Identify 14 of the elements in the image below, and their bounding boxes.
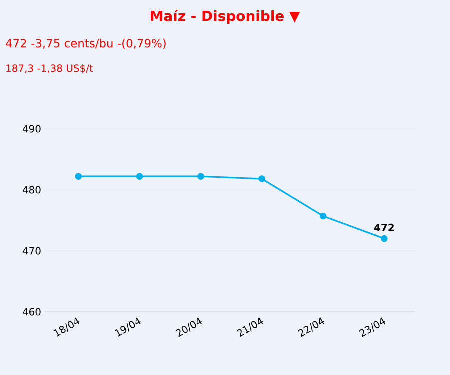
point: [320, 212, 327, 220]
text: 187,3 -1,38 US$/t: [6, 64, 94, 74]
y-tick-label: 490: [22, 125, 41, 133]
chart-title: Maíz - Disponible ▼: [151, 10, 300, 24]
point: [381, 235, 388, 242]
y-tick-label: 460: [22, 308, 41, 316]
point: [198, 173, 204, 180]
chart-subtitle: 472 -3,75 cents/bu -(0,79%): [6, 38, 166, 50]
y-tick-label: 470: [22, 247, 41, 255]
data-label: 472: [374, 224, 394, 232]
y-tick-label: 480: [22, 186, 41, 194]
point: [136, 173, 144, 180]
point: [75, 173, 82, 180]
point: [258, 176, 266, 182]
